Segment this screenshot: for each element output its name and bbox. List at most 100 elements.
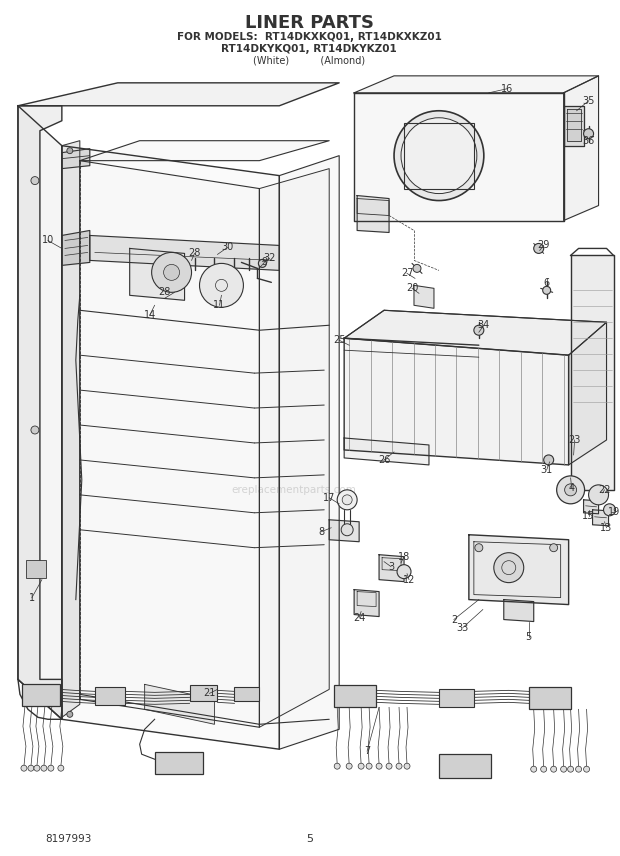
Circle shape: [31, 176, 39, 185]
Polygon shape: [62, 140, 80, 717]
Circle shape: [41, 765, 47, 771]
Circle shape: [334, 764, 340, 770]
Text: 24: 24: [353, 613, 365, 622]
Text: ereplacementparts.com: ereplacementparts.com: [232, 484, 356, 495]
Circle shape: [603, 504, 616, 516]
Text: 6: 6: [544, 278, 550, 288]
Circle shape: [164, 265, 180, 281]
Text: 31: 31: [541, 465, 553, 475]
Circle shape: [366, 764, 372, 770]
Text: 8197993: 8197993: [45, 834, 91, 844]
Polygon shape: [344, 338, 569, 465]
Text: 9: 9: [261, 258, 267, 267]
Circle shape: [560, 766, 567, 772]
Circle shape: [337, 490, 357, 510]
Circle shape: [21, 765, 27, 771]
Text: 34: 34: [477, 320, 490, 330]
Polygon shape: [354, 76, 598, 92]
Polygon shape: [570, 255, 614, 490]
Circle shape: [397, 565, 411, 579]
Polygon shape: [90, 235, 280, 270]
Circle shape: [541, 766, 547, 772]
Polygon shape: [18, 106, 62, 719]
Polygon shape: [564, 106, 583, 146]
Polygon shape: [414, 285, 434, 308]
Polygon shape: [354, 590, 379, 616]
Polygon shape: [62, 146, 280, 749]
Circle shape: [534, 243, 544, 253]
Circle shape: [575, 766, 582, 772]
Circle shape: [583, 766, 590, 772]
Text: 5: 5: [526, 633, 532, 643]
Bar: [26, 560, 46, 578]
Text: 8: 8: [318, 526, 324, 537]
Text: 4: 4: [569, 483, 575, 493]
Circle shape: [200, 264, 244, 307]
Bar: [154, 752, 203, 774]
Polygon shape: [569, 322, 606, 465]
Circle shape: [565, 484, 577, 496]
Text: 18: 18: [398, 551, 410, 562]
Circle shape: [568, 766, 574, 772]
Polygon shape: [504, 599, 534, 621]
Text: 26: 26: [378, 455, 390, 465]
Circle shape: [31, 426, 39, 434]
Circle shape: [557, 476, 585, 504]
Polygon shape: [354, 92, 564, 221]
Circle shape: [358, 764, 364, 770]
Circle shape: [67, 148, 73, 154]
Bar: [22, 685, 60, 706]
Text: 21: 21: [203, 688, 216, 698]
Circle shape: [474, 325, 484, 336]
Text: 22: 22: [598, 484, 611, 495]
Text: 35: 35: [582, 96, 595, 106]
Text: 15: 15: [582, 511, 595, 520]
Text: 17: 17: [323, 493, 335, 502]
Text: 30: 30: [221, 242, 234, 253]
Circle shape: [531, 766, 537, 772]
Circle shape: [588, 484, 608, 505]
Bar: [404, 122, 474, 188]
Circle shape: [550, 544, 557, 552]
Bar: [234, 687, 259, 701]
Text: 27: 27: [401, 269, 414, 278]
Text: (White)          (Almond): (White) (Almond): [253, 56, 365, 66]
Circle shape: [413, 265, 421, 272]
Circle shape: [386, 764, 392, 770]
Circle shape: [544, 455, 554, 465]
Circle shape: [48, 765, 54, 771]
Polygon shape: [18, 106, 62, 719]
Circle shape: [401, 118, 477, 193]
Polygon shape: [130, 248, 185, 300]
Polygon shape: [80, 161, 259, 728]
Polygon shape: [344, 310, 606, 355]
Text: 2: 2: [451, 615, 457, 625]
Text: 12: 12: [403, 574, 415, 585]
Bar: [439, 754, 491, 778]
Polygon shape: [62, 149, 90, 169]
Polygon shape: [18, 83, 339, 106]
Circle shape: [551, 766, 557, 772]
Circle shape: [475, 544, 483, 552]
Circle shape: [346, 764, 352, 770]
Text: 36: 36: [582, 136, 595, 146]
Text: 10: 10: [42, 235, 54, 246]
Text: 28: 28: [188, 248, 201, 259]
Text: 29: 29: [538, 241, 550, 251]
Polygon shape: [469, 535, 569, 604]
Circle shape: [28, 765, 34, 771]
Text: 14: 14: [143, 310, 156, 320]
Text: 23: 23: [569, 435, 581, 445]
Text: 13: 13: [600, 523, 613, 532]
Text: 32: 32: [263, 253, 275, 264]
Text: 5: 5: [306, 834, 312, 844]
Text: 28: 28: [159, 288, 170, 297]
Polygon shape: [583, 500, 598, 514]
Circle shape: [67, 711, 73, 717]
Polygon shape: [357, 195, 389, 233]
Text: 19: 19: [608, 507, 620, 517]
Polygon shape: [564, 76, 598, 221]
Text: FOR MODELS:  RT14DKXKQ01, RT14DKXKZ01: FOR MODELS: RT14DKXKQ01, RT14DKXKZ01: [177, 32, 441, 42]
Text: 20: 20: [406, 283, 419, 294]
Bar: [95, 687, 125, 705]
